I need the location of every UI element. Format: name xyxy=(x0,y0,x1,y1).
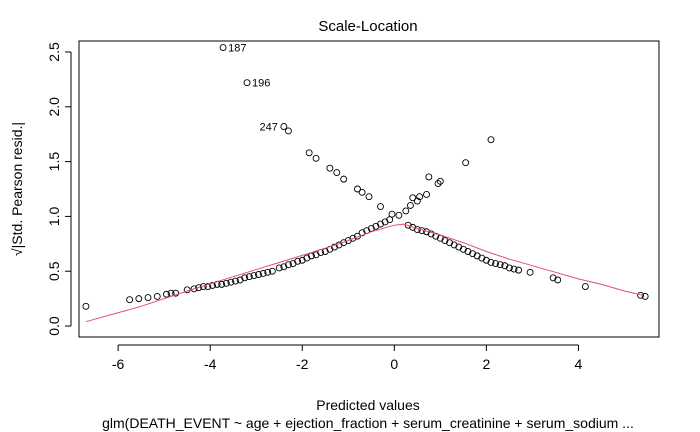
data-point xyxy=(554,276,562,284)
data-point xyxy=(209,282,216,289)
data-point xyxy=(510,265,518,273)
data-point xyxy=(312,154,320,162)
data-point xyxy=(264,268,272,276)
data-point xyxy=(358,188,366,196)
data-point xyxy=(241,274,249,282)
data-point xyxy=(505,264,513,272)
data-point xyxy=(268,267,276,275)
data-point xyxy=(333,169,341,177)
data-point xyxy=(365,193,373,201)
data-point xyxy=(641,292,649,300)
data-point xyxy=(280,123,288,130)
data-point xyxy=(144,294,152,301)
point-label: 247 xyxy=(259,122,277,134)
data-point xyxy=(232,277,239,285)
data-point xyxy=(255,271,262,278)
data-point xyxy=(259,269,267,277)
y-tick-label: 2.0 xyxy=(46,97,62,117)
data-point xyxy=(354,185,361,193)
data-point xyxy=(340,175,348,183)
data-point xyxy=(526,268,534,276)
data-point xyxy=(204,283,212,291)
data-point xyxy=(496,261,504,269)
data-point xyxy=(163,290,170,298)
data-point xyxy=(409,194,417,202)
data-point xyxy=(294,257,302,265)
data-point xyxy=(487,136,495,144)
data-point xyxy=(423,191,430,198)
points-layer xyxy=(82,44,649,310)
x-tick-label: -6 xyxy=(112,356,125,372)
y-tick-label: 1.0 xyxy=(46,206,62,226)
data-point xyxy=(305,149,313,157)
data-point xyxy=(637,291,645,299)
y-axis-label: √|Std. Pearson resid.| xyxy=(9,122,25,256)
x-tick-label: -4 xyxy=(204,356,217,372)
data-point xyxy=(218,280,226,288)
point-labels: 187 196 247 xyxy=(228,43,278,134)
data-point xyxy=(153,292,161,300)
data-point xyxy=(245,273,253,281)
data-point xyxy=(326,164,334,172)
point-label: 187 xyxy=(228,43,246,55)
y-axis: 0.0 0.5 1.0 1.5 2.0 2.5 xyxy=(46,42,72,336)
model-formula: glm(DEATH_EVENT ~ age + ejection_fractio… xyxy=(102,415,634,431)
data-point xyxy=(284,127,292,135)
x-axis-label: Predicted values xyxy=(316,397,420,413)
data-point xyxy=(222,279,230,287)
data-point xyxy=(82,302,90,310)
x-axis: -6 -4 -2 0 2 4 xyxy=(112,344,583,372)
x-tick-label: 4 xyxy=(575,356,583,372)
y-tick-label: 1.5 xyxy=(46,152,62,172)
data-point xyxy=(395,211,403,219)
chart-title: Scale-Location xyxy=(318,18,417,35)
data-point xyxy=(135,295,143,303)
data-point xyxy=(492,260,500,267)
x-tick-label: 2 xyxy=(482,356,490,372)
data-point xyxy=(195,284,203,292)
data-point xyxy=(219,44,227,52)
data-point xyxy=(402,207,410,215)
x-tick-label: -2 xyxy=(296,356,309,372)
data-point xyxy=(126,296,134,304)
data-point xyxy=(388,210,396,218)
plot-frame xyxy=(78,40,660,338)
data-point xyxy=(284,261,292,269)
data-point xyxy=(515,266,523,274)
data-point xyxy=(227,278,235,286)
data-point xyxy=(190,285,198,293)
point-label: 196 xyxy=(252,78,270,90)
smoother-line xyxy=(85,223,644,323)
data-point xyxy=(487,259,495,266)
y-tick-label: 0.0 xyxy=(46,316,62,336)
data-point xyxy=(406,201,414,209)
data-point xyxy=(250,272,258,280)
data-point xyxy=(425,173,433,181)
data-point xyxy=(377,203,384,210)
data-point xyxy=(434,180,442,187)
data-point xyxy=(436,177,444,185)
x-tick-label: 0 xyxy=(390,356,398,372)
data-point xyxy=(243,79,251,87)
data-point xyxy=(581,283,589,291)
y-tick-label: 0.5 xyxy=(46,261,62,281)
data-point xyxy=(416,193,424,201)
data-point xyxy=(172,289,180,297)
data-point xyxy=(275,264,283,272)
y-tick-label: 2.5 xyxy=(46,42,62,62)
data-point xyxy=(462,159,470,167)
